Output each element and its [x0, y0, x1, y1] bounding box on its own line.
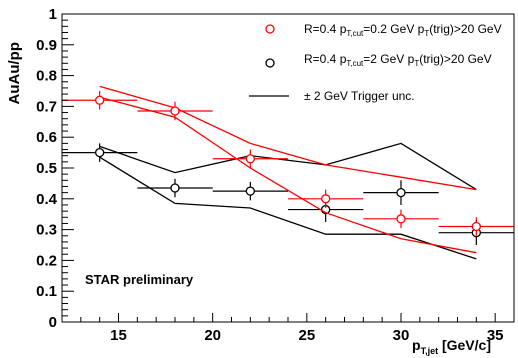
data-point — [170, 106, 180, 116]
band-lower-line — [99, 156, 477, 260]
y-axis-title: AuAu/pp — [6, 42, 23, 104]
y-tick-label: 0.9 — [36, 37, 57, 54]
legend-label-series0: R=0.4 pT,cut=0.2 GeV pT(trig)>20 GeV — [304, 22, 502, 38]
x-tick-label: 25 — [298, 327, 315, 344]
y-tick-label: 0 — [49, 314, 57, 331]
data-point — [396, 187, 406, 198]
x-axis-title: pT,jet [GeV/c] — [412, 337, 491, 356]
data-point — [321, 194, 331, 204]
x-tick-label: 20 — [204, 327, 221, 344]
data-point — [396, 214, 406, 224]
band-upper-line — [99, 85, 477, 191]
x-tick-label: 15 — [110, 327, 127, 344]
legend: R=0.4 pT,cut=0.2 GeV pT(trig)>20 GeV R=0… — [249, 22, 502, 103]
data-point — [95, 147, 105, 158]
y-tick-label: 0.3 — [36, 222, 57, 239]
data-point — [245, 154, 255, 164]
series-1 — [62, 142, 514, 260]
legend-marker-series0 — [265, 24, 275, 34]
star-preliminary-annotation: STAR preliminary — [85, 272, 194, 287]
data-marks — [62, 85, 514, 260]
y-tick-label: 0.5 — [36, 160, 57, 177]
band-lower-line — [99, 96, 477, 254]
y-tick-label: 0.8 — [36, 68, 57, 85]
data-point — [95, 95, 105, 105]
axes: 15 20 25 30 35 0 0.1 0.2 0.3 0.4 0.5 0.6 0.7 0.8 0.9 1 — [36, 6, 515, 344]
y-tick-label: 0.7 — [36, 98, 57, 115]
y-tick-label: 0.4 — [36, 191, 58, 208]
x-tick-label: 30 — [393, 327, 410, 344]
data-point — [170, 183, 180, 193]
series-0 — [62, 85, 514, 254]
legend-label-series1: R=0.4 pT,cut=2 GeV pT(trig)>20 GeV — [304, 52, 492, 68]
band-upper-line — [99, 142, 477, 191]
y-tick-label: 1 — [49, 6, 57, 23]
x-tick-label: 35 — [487, 327, 504, 344]
legend-marker-series1 — [265, 58, 275, 68]
data-point — [471, 221, 481, 232]
data-point — [245, 186, 255, 196]
y-tick-label: 0.2 — [36, 252, 57, 269]
legend-label-band: ± 2 GeV Trigger unc. — [304, 89, 415, 103]
y-tick-label: 0.6 — [36, 129, 57, 146]
y-tick-label: 0.1 — [36, 283, 57, 300]
